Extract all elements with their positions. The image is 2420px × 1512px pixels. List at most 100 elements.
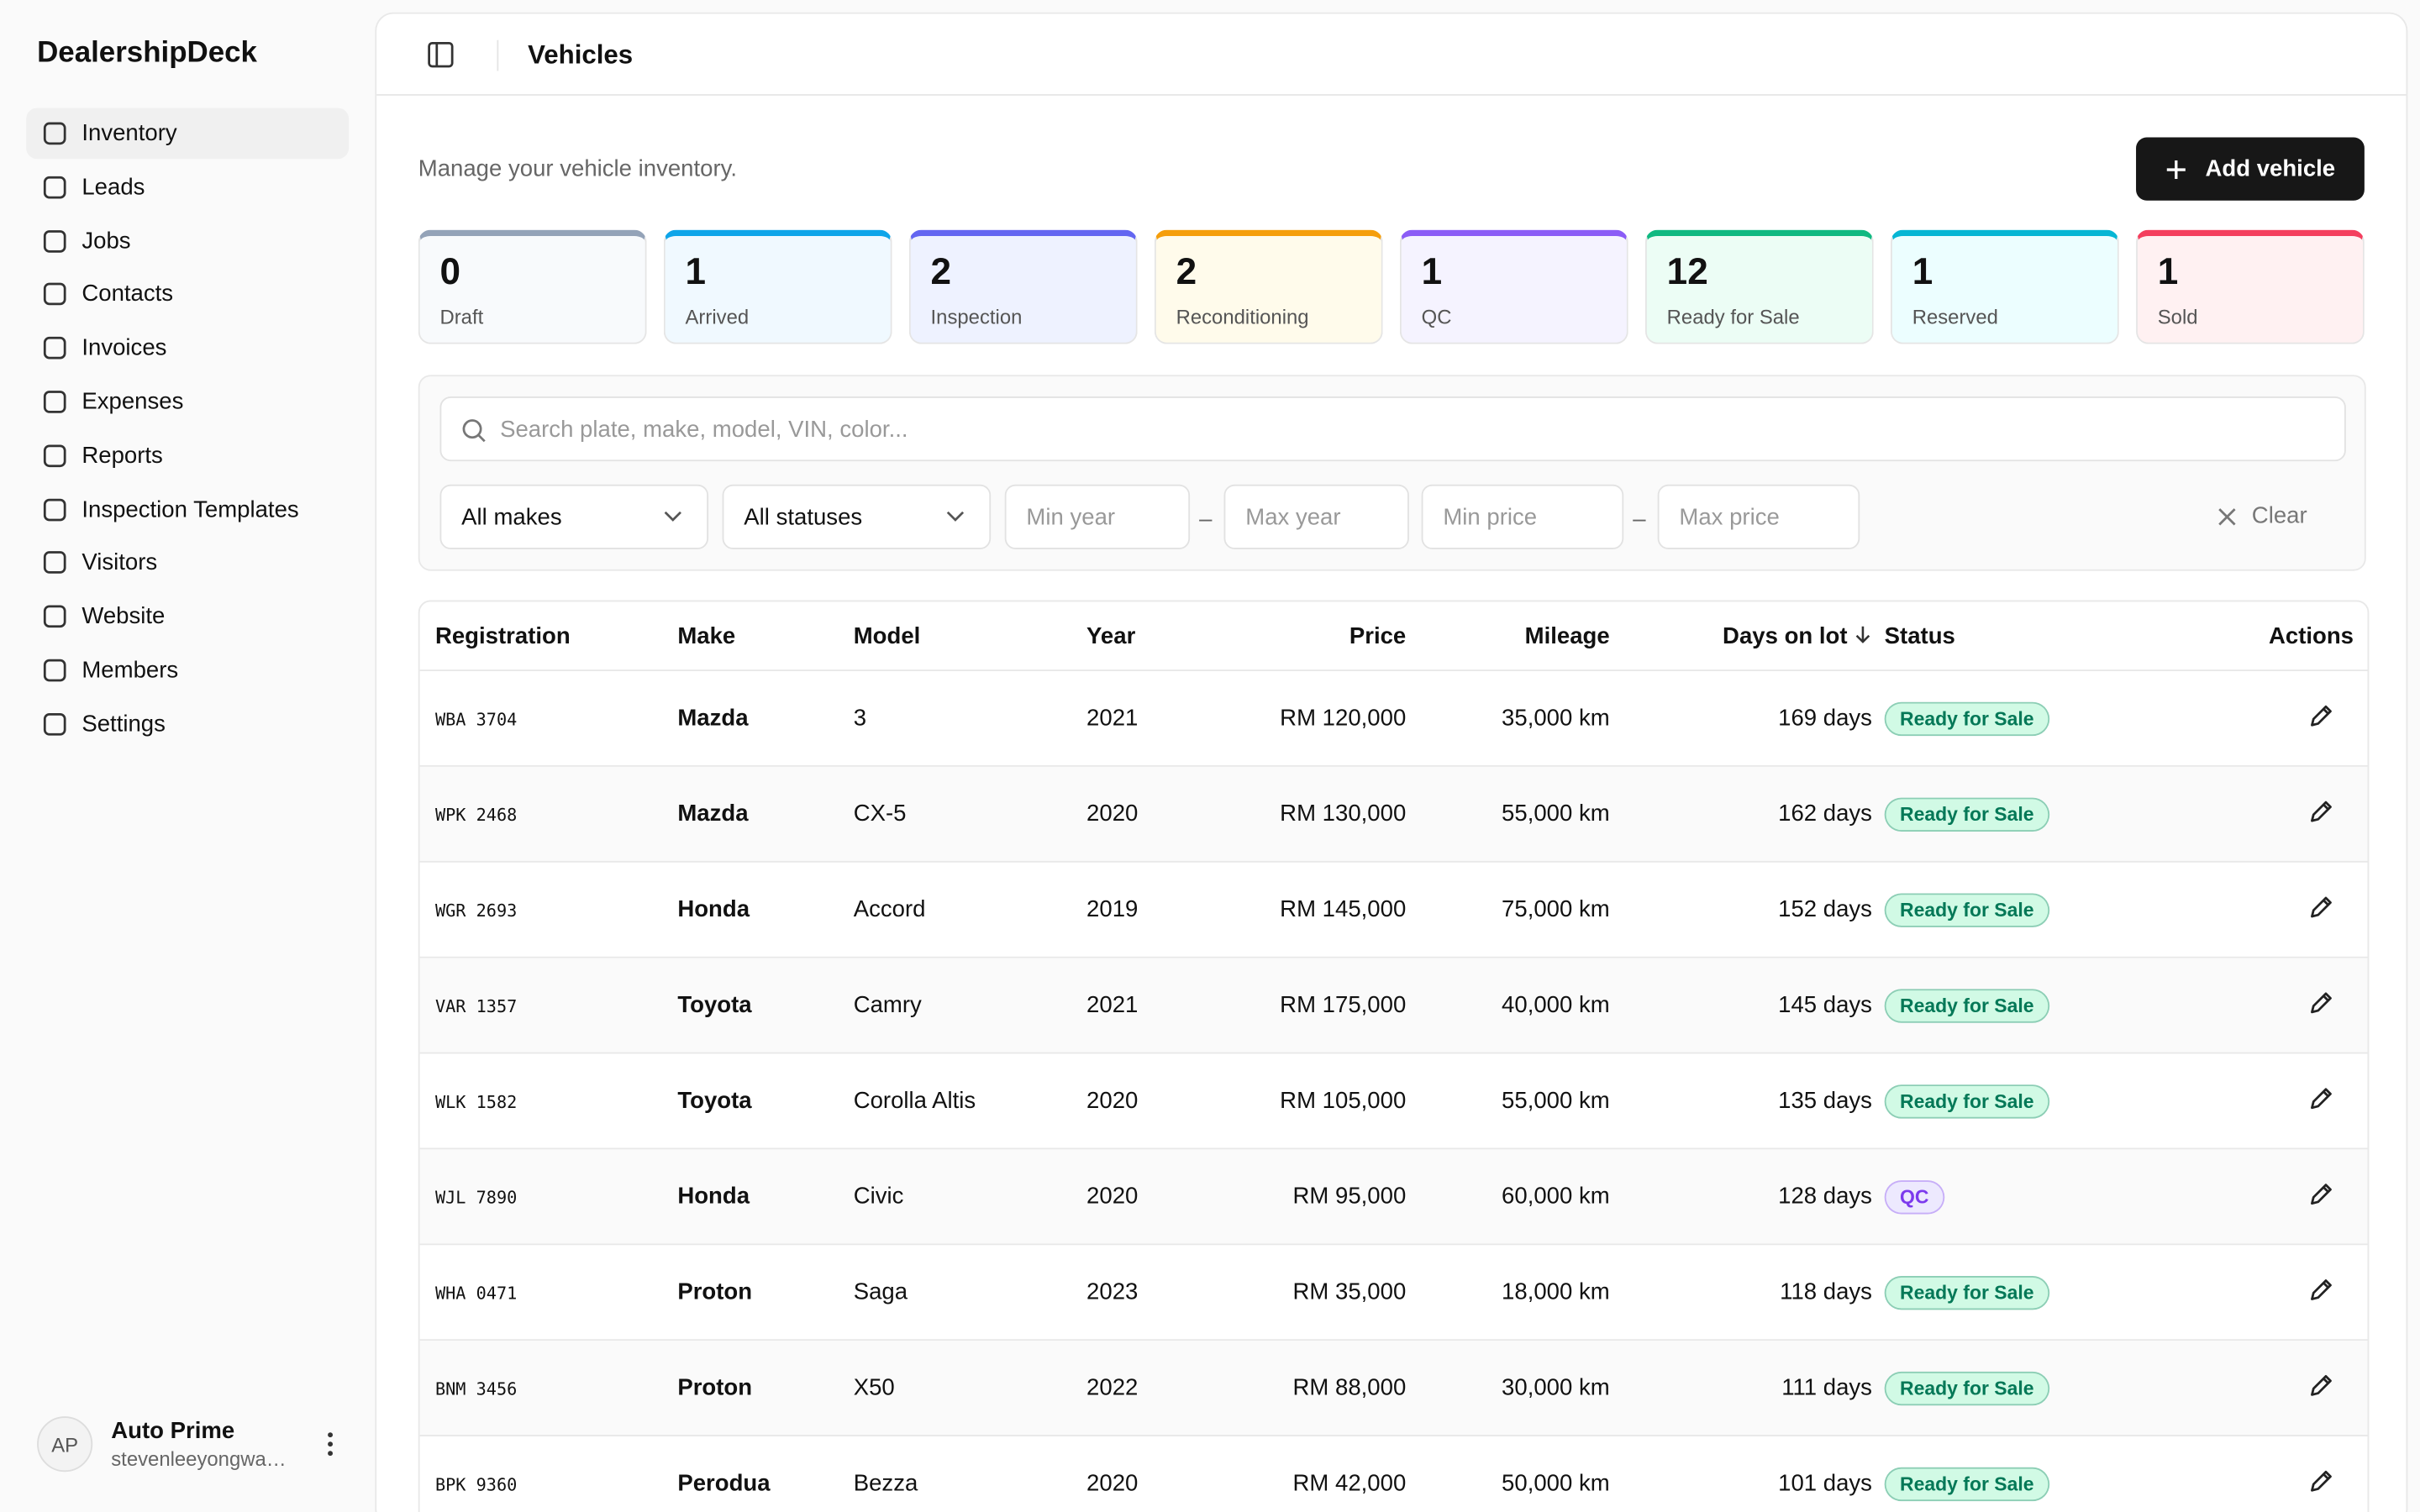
header-cell[interactable]: Mileage — [1418, 622, 1622, 648]
filters: Search plate, make, model, VIN, color...… — [418, 375, 2366, 571]
nav-item[interactable]: Reports — [26, 430, 349, 481]
stat-count: 1 — [1421, 251, 1443, 293]
stat-card[interactable]: 1 QC — [1399, 229, 1628, 344]
clear-button[interactable]: Clear — [2217, 503, 2307, 529]
edit-icon[interactable] — [2307, 797, 2335, 825]
cell-text: RM 175,000 — [1280, 992, 1407, 1019]
add-label: Add vehicle — [2205, 155, 2336, 182]
nav-item[interactable]: Invoices — [26, 323, 349, 374]
edit-icon[interactable] — [2307, 701, 2335, 729]
cell-text: Proton — [677, 1374, 753, 1401]
cell-text: 18,000 km — [1502, 1278, 1610, 1305]
stat-count: 0 — [439, 251, 461, 293]
table-row[interactable]: WLK 1582 Toyota Corolla Altis 2020 RM 105,00… — [419, 1053, 2368, 1150]
edit-icon[interactable] — [2307, 1467, 2335, 1494]
cell: 2019 — [1086, 896, 1195, 922]
nav-item[interactable]: Inspection Templates — [26, 484, 349, 535]
actions — [2226, 1467, 2368, 1500]
edit-icon[interactable] — [2307, 1084, 2335, 1111]
nav-icon — [43, 283, 66, 306]
add-button[interactable]: Add vehicle — [2136, 137, 2365, 201]
min-price[interactable]: Min price — [1421, 484, 1624, 549]
stat-card[interactable]: 1 Sold — [2136, 229, 2365, 344]
header-cell[interactable]: Status — [1885, 622, 2226, 648]
stat-card[interactable]: 0 Draft — [418, 229, 647, 344]
nav-item[interactable]: Website — [26, 591, 349, 643]
cell-text: RM 120,000 — [1280, 705, 1407, 732]
header-label: Make — [677, 622, 736, 649]
cell-text: Bezza — [853, 1470, 918, 1497]
max-year-placeholder: Max year — [1245, 503, 1341, 530]
edit-icon[interactable] — [2307, 893, 2335, 921]
sidebar-toggle[interactable] — [428, 42, 454, 68]
table-row[interactable]: WBA 3704 Mazda 3 2021 RM 120,000 35,000 km 169… — [419, 671, 2368, 767]
nav-icon — [43, 444, 66, 467]
nav-label: Leads — [82, 174, 145, 201]
nav-item[interactable]: Jobs — [26, 215, 349, 266]
nav-item[interactable]: Contacts — [26, 269, 349, 320]
header-cell[interactable]: Registration — [420, 622, 678, 648]
cell: 101 days — [1622, 1470, 1884, 1496]
max-year[interactable]: Max year — [1223, 484, 1409, 549]
table-row[interactable]: WGR 2693 Honda Accord 2019 RM 145,000 75,000 … — [419, 863, 2368, 958]
search[interactable]: Search plate, make, model, VIN, color... — [439, 396, 2346, 462]
header-cell[interactable]: Make — [677, 622, 853, 648]
header-cell[interactable]: Price — [1195, 622, 1418, 648]
header-cell[interactable]: Year — [1086, 622, 1195, 648]
cell: RM 35,000 — [1195, 1279, 1418, 1305]
cell-text: 60,000 km — [1502, 1183, 1610, 1210]
cell-text: 152 days — [1778, 896, 1872, 923]
edit-icon[interactable] — [2307, 988, 2335, 1016]
cell-text: 2022 — [1086, 1374, 1139, 1401]
edit-icon[interactable] — [2307, 1179, 2335, 1207]
stat-card[interactable]: 2 Reconditioning — [1154, 229, 1383, 344]
cell-text: VAR 1357 — [434, 996, 518, 1017]
cell: Ready for Sale — [1884, 1275, 2226, 1310]
header-cell[interactable]: Days on lot — [1622, 622, 1884, 648]
nav: Inventory Leads Jobs Contacts Invoices Expens… — [26, 108, 350, 753]
nav-item[interactable]: Expenses — [26, 376, 349, 428]
nav-item[interactable]: Inventory — [26, 108, 350, 160]
status-badge: Ready for Sale — [1884, 701, 2049, 736]
table-row[interactable]: WPK 2468 Mazda CX-5 2020 RM 130,000 55,000 km… — [419, 766, 2368, 863]
max-price[interactable]: Max price — [1657, 484, 1860, 549]
cell: Toyota — [677, 1088, 853, 1114]
nav-item[interactable]: Settings — [26, 699, 349, 750]
cell: 2020 — [1086, 1470, 1195, 1496]
stat-label: Reserved — [1912, 305, 1998, 329]
edit-icon[interactable] — [2307, 1275, 2335, 1303]
nav-label: Visitors — [82, 549, 158, 576]
sidebar: DealershipDeck Inventory Leads Jobs Contact… — [0, 0, 376, 1512]
cell-text: 162 days — [1778, 801, 1872, 827]
stat-card[interactable]: 1 Arrived — [663, 229, 892, 344]
cell-text: Camry — [853, 992, 922, 1019]
status-select[interactable]: All statuses — [722, 484, 992, 549]
header-cell[interactable]: Model — [854, 622, 1086, 648]
stat-card[interactable]: 1 Reserved — [1891, 229, 2119, 344]
nav-item[interactable]: Leads — [26, 161, 349, 213]
edit-icon[interactable] — [2307, 1371, 2335, 1399]
nav-item[interactable]: Visitors — [26, 538, 349, 589]
cell-text: Honda — [677, 896, 750, 923]
cell: WGR 2693 — [420, 896, 678, 922]
table-row[interactable]: BPK 9360 Perodua Bezza 2020 RM 42,000 50,000 … — [420, 1436, 2368, 1512]
header-label: Price — [1349, 622, 1407, 649]
cell-text: 169 days — [1778, 705, 1872, 732]
nav-item[interactable]: Members — [26, 645, 349, 696]
cell-text: Toyota — [677, 992, 752, 1019]
nav-icon — [43, 122, 66, 145]
stat-card[interactable]: 2 Inspection — [908, 229, 1138, 344]
cell: 135 days — [1622, 1088, 1884, 1114]
table-row[interactable]: WJL 7890 Honda Civic 2020 RM 95,000 60,000 km… — [419, 1149, 2368, 1246]
cell-text: 2020 — [1086, 1087, 1139, 1115]
stat-card[interactable]: 12 Ready for Sale — [1644, 229, 1874, 344]
table-row[interactable]: WHA 0471 Proton Saga 2023 RM 35,000 18,000 km… — [419, 1245, 2368, 1341]
stat-label: Sold — [2157, 305, 2198, 329]
page-title: Vehicles — [528, 39, 634, 70]
make-select[interactable]: All makes — [439, 484, 709, 549]
table-row[interactable]: BNM 3456 Proton X50 2022 RM 88,000 30,000 km 1… — [419, 1341, 2368, 1437]
table-row[interactable]: VAR 1357 Toyota Camry 2021 RM 175,000 40,000 … — [419, 958, 2368, 1054]
user[interactable]: AP Auto Prime stevenleeyongwa… — [37, 1413, 345, 1474]
min-year[interactable]: Min year — [1004, 484, 1191, 549]
menu-icon[interactable] — [315, 1429, 346, 1460]
